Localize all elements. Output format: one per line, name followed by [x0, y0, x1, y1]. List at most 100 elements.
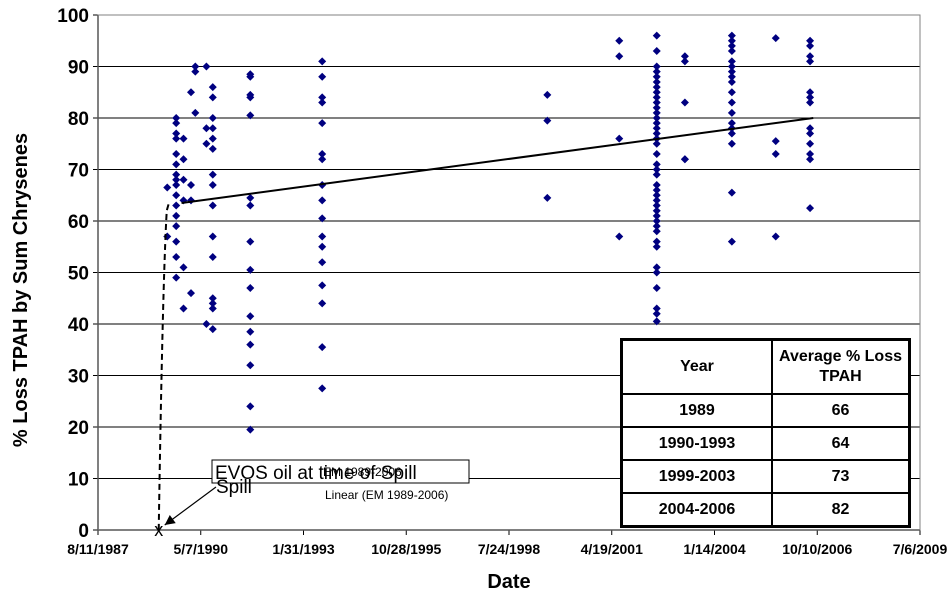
data-point	[652, 119, 661, 128]
data-point	[208, 144, 217, 153]
data-point	[179, 304, 188, 313]
data-point	[191, 67, 200, 76]
data-point	[652, 309, 661, 318]
table-cell-year: 1999-2003	[620, 459, 773, 494]
data-point	[191, 108, 200, 117]
data-point	[652, 242, 661, 251]
data-point	[652, 98, 661, 107]
table-cell-value: 64	[771, 426, 911, 461]
spill-annotation-text: EVOS oil at time of Spill	[215, 463, 417, 484]
x-tick-label: 8/11/1987	[67, 541, 129, 557]
data-point	[680, 52, 689, 61]
trend-line	[181, 117, 814, 204]
y-axis-ticks: 0 10 20 30 40 50 60 70 80 90 100	[57, 6, 98, 542]
table-cell-value: 82	[771, 492, 911, 528]
data-point	[727, 62, 736, 71]
data-point	[318, 98, 327, 107]
data-point	[652, 139, 661, 148]
data-point	[246, 425, 255, 434]
data-point	[318, 343, 327, 352]
data-point	[208, 93, 217, 102]
data-point	[208, 325, 217, 334]
data-point	[806, 36, 815, 45]
data-point	[806, 88, 815, 97]
data-point	[652, 317, 661, 326]
data-point	[652, 268, 661, 277]
data-point	[615, 52, 624, 61]
data-point	[652, 237, 661, 246]
x-axis-ticks: 8/11/1987 5/7/1990 1/31/1993 10/28/1995 7/24…	[67, 530, 947, 557]
data-point	[652, 180, 661, 189]
data-point	[652, 124, 661, 133]
data-point	[727, 237, 736, 246]
data-point	[318, 150, 327, 159]
data-point	[172, 180, 181, 189]
x-tick-label: 1/31/1993	[272, 541, 334, 557]
data-point	[652, 103, 661, 112]
data-point	[806, 129, 815, 138]
data-point	[318, 119, 327, 128]
x-tick-label: 7/24/1998	[478, 541, 540, 557]
data-point	[727, 139, 736, 148]
data-point	[727, 41, 736, 50]
data-point	[727, 77, 736, 86]
x-tick-label: 7/6/2009	[893, 541, 948, 557]
table-row: 1989 66	[620, 393, 911, 428]
data-point	[727, 67, 736, 76]
data-point	[208, 294, 217, 303]
data-point	[680, 155, 689, 164]
data-point	[179, 263, 188, 272]
data-point	[615, 36, 624, 45]
table-row: 1990-1993 64	[620, 426, 911, 461]
data-point	[727, 98, 736, 107]
data-point	[208, 201, 217, 210]
spill-arrow-head	[164, 515, 176, 525]
data-point	[806, 204, 815, 213]
data-point	[652, 304, 661, 313]
data-point	[806, 139, 815, 148]
data-point	[208, 299, 217, 308]
data-point	[652, 67, 661, 76]
data-point	[246, 340, 255, 349]
legend-overlap-text: EM 1989-2006	[323, 465, 402, 479]
spill-point-marker: x	[154, 520, 163, 540]
data-point	[652, 108, 661, 117]
y-tick-label: 50	[68, 264, 89, 285]
y-tick-label: 40	[68, 315, 89, 336]
data-point	[172, 160, 181, 169]
data-point	[172, 211, 181, 220]
data-point	[318, 232, 327, 241]
data-point	[652, 62, 661, 71]
y-tick-label: 90	[68, 58, 89, 79]
data-point	[186, 289, 195, 298]
spill-annotation-box	[211, 459, 470, 484]
data-point	[652, 114, 661, 122]
data-point	[318, 155, 327, 164]
data-point	[318, 72, 327, 81]
data-point	[652, 186, 661, 195]
spill-curve	[157, 202, 170, 531]
data-point	[727, 47, 736, 56]
linear-label: Linear (EM 1989-2006)	[325, 488, 448, 502]
data-point	[727, 108, 736, 117]
data-point	[318, 281, 327, 290]
data-point	[208, 170, 217, 179]
y-tick-label: 0	[78, 521, 89, 542]
data-point	[727, 129, 736, 138]
data-point	[318, 384, 327, 393]
x-tick-label: 10/10/2006	[782, 541, 852, 557]
data-point	[652, 206, 661, 215]
y-tick-label: 10	[68, 470, 89, 491]
data-point	[318, 57, 327, 66]
table-cell-year: 1990-1993	[620, 426, 773, 461]
data-point	[806, 93, 815, 102]
data-point	[652, 165, 661, 174]
data-point	[652, 129, 661, 138]
y-tick-label: 100	[57, 6, 89, 27]
data-point	[191, 62, 200, 71]
data-point	[806, 52, 815, 61]
x-tick-label: 10/28/1995	[371, 541, 441, 557]
data-point	[246, 312, 255, 321]
y-tick-label: 20	[68, 418, 89, 439]
